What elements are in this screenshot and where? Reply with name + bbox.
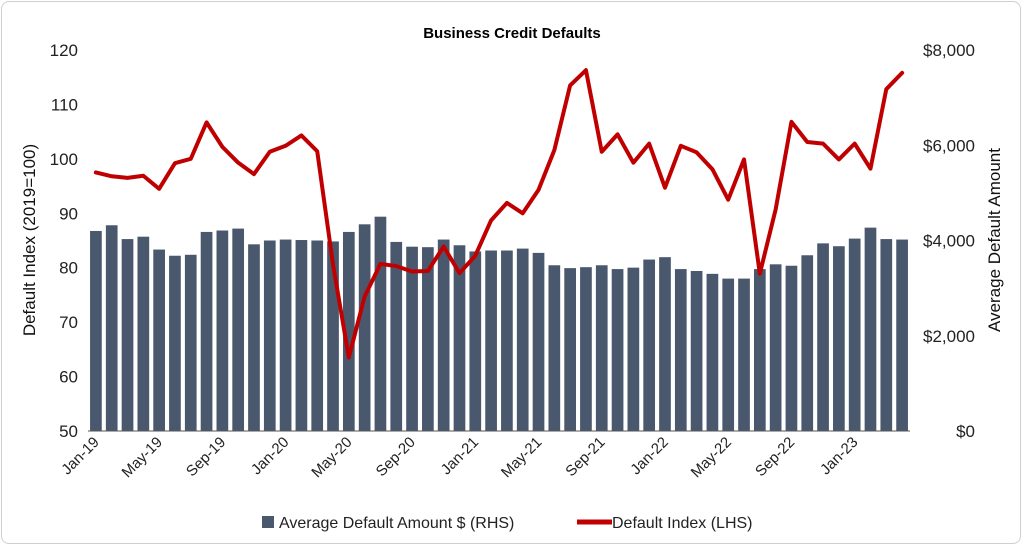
bar	[311, 240, 324, 431]
bar	[422, 247, 434, 431]
bar	[121, 239, 134, 431]
x-tick-label: May-22	[688, 434, 735, 481]
x-tick-label: May-21	[498, 434, 545, 481]
bar	[706, 273, 719, 431]
x-tick-label: Jan-20	[248, 434, 292, 478]
left-tick-label: 90	[59, 204, 78, 223]
left-tick-label: 60	[59, 368, 78, 387]
bar	[548, 265, 561, 431]
right-axis-title: Average Default Amount	[985, 148, 1004, 332]
bar	[738, 278, 750, 431]
left-axis-title: Default Index (2019=100)	[20, 144, 39, 336]
bar	[785, 265, 798, 431]
bar	[896, 239, 908, 431]
bar	[659, 257, 671, 431]
bar	[358, 224, 371, 431]
bar	[263, 240, 276, 431]
bar	[801, 255, 814, 431]
left-tick-label: 120	[50, 41, 78, 60]
right-tick-label: $4,000	[923, 232, 975, 251]
bar	[469, 251, 482, 431]
bar	[137, 236, 150, 431]
bar	[643, 259, 656, 431]
right-tick-label: $2,000	[923, 327, 975, 346]
legend: Average Default Amount $ (RHS) Default I…	[262, 515, 753, 532]
left-axis: 50 60 70 80 90 100 110 120	[50, 41, 78, 441]
right-tick-label: $8,000	[923, 41, 975, 60]
bar	[437, 239, 450, 431]
bar	[864, 227, 877, 431]
bar	[105, 225, 118, 431]
bar	[848, 238, 861, 431]
bar	[327, 241, 339, 431]
bar	[90, 230, 102, 431]
chart-title: Business Credit Defaults	[423, 25, 601, 42]
bar	[216, 230, 229, 431]
x-tick-label: Sep-21	[562, 434, 608, 480]
x-tick-label: Sep-19	[183, 434, 229, 480]
left-tick-label: 50	[59, 422, 78, 441]
bar	[342, 231, 355, 431]
legend-label-line: Default Index (LHS)	[612, 515, 753, 532]
bar-series-average-default-amount	[90, 216, 908, 431]
bar	[232, 228, 245, 431]
legend-label-bars: Average Default Amount $ (RHS)	[279, 515, 514, 532]
bar	[374, 216, 387, 431]
x-tick-label: Jan-21	[438, 434, 482, 478]
bar	[295, 240, 308, 431]
x-tick-label: Jan-23	[817, 434, 861, 478]
bar	[674, 269, 687, 431]
x-tick-label: May-19	[119, 434, 166, 481]
bar	[279, 239, 292, 431]
bar	[169, 255, 181, 431]
left-tick-label: 70	[59, 313, 78, 332]
left-tick-label: 100	[50, 150, 78, 169]
bar	[595, 265, 608, 431]
left-tick-label: 110	[51, 95, 78, 114]
bar	[153, 249, 165, 431]
bar	[485, 250, 497, 431]
bar	[817, 243, 829, 431]
line-series-default-index	[93, 68, 905, 360]
legend-swatch-bars	[262, 516, 274, 528]
bar	[753, 269, 766, 431]
bar	[564, 268, 576, 431]
x-tick-label: Sep-20	[373, 434, 419, 480]
bar	[248, 244, 260, 431]
x-tick-label: May-20	[308, 434, 355, 481]
x-tick-label: Sep-22	[752, 434, 798, 480]
bar	[611, 269, 624, 431]
bar	[880, 239, 893, 431]
bar	[184, 254, 197, 431]
bar	[627, 267, 640, 431]
bar	[406, 246, 418, 431]
bar	[833, 246, 845, 431]
bar	[532, 252, 545, 431]
bar	[390, 241, 403, 431]
left-tick-label: 80	[59, 259, 78, 278]
bar	[690, 270, 703, 431]
bar	[580, 267, 592, 431]
bar	[453, 245, 466, 431]
bar	[501, 250, 513, 431]
right-axis: $0 $2,000 $4,000 $6,000 $8,000	[923, 41, 975, 441]
bar	[516, 248, 529, 431]
bar	[769, 264, 782, 431]
default-index-line	[93, 68, 905, 360]
bar	[200, 231, 213, 431]
x-tick-label: Jan-22	[627, 434, 671, 478]
bar	[722, 278, 735, 431]
right-tick-label: $0	[956, 422, 975, 441]
right-tick-label: $6,000	[923, 136, 975, 155]
x-axis: Jan-19 May-19 Sep-19 Jan-20 May-20 Sep-20 Jan-…	[58, 434, 861, 481]
